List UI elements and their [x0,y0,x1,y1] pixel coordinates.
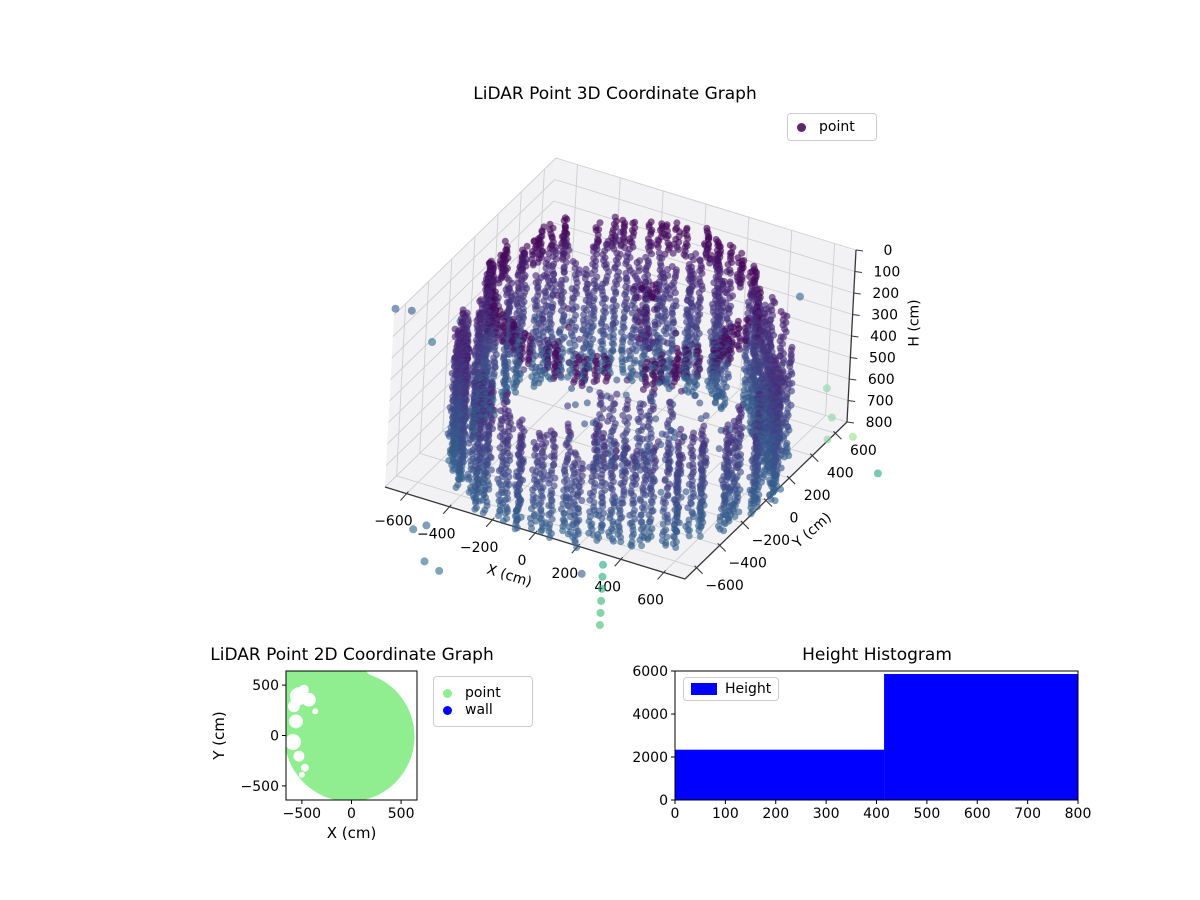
legend-wall-label: wall [465,702,493,718]
legend-item-height: Height [691,682,778,696]
plot-3d-title: LiDAR Point 3D Coordinate Graph [473,84,757,104]
svg-text:H (cm): H (cm) [907,299,923,346]
plot-2d-title: LiDAR Point 2D Coordinate Graph [210,645,494,665]
svg-text:400: 400 [827,466,854,482]
svg-text:100: 100 [712,806,739,822]
svg-text:400: 400 [863,806,890,822]
svg-text:200: 200 [804,488,831,504]
svg-text:Y (cm): Y (cm) [210,711,228,761]
svg-text:−600: −600 [705,578,743,594]
svg-text:800: 800 [866,415,893,431]
plot-histogram: 0 100 200 300 400 500 600 700 800 0 2000 4000 6000 [632,664,1091,822]
svg-text:500: 500 [869,351,896,367]
svg-text:500: 500 [914,806,941,822]
svg-text:600: 600 [850,443,877,459]
svg-text:0: 0 [347,806,356,822]
plot-3d-scatter: −600−400−2000200400600−600−400−200020040… [374,157,923,629]
legend-item-point: point [443,686,532,700]
svg-text:−400: −400 [728,555,766,571]
svg-text:100: 100 [874,265,901,281]
svg-text:0: 0 [270,729,279,745]
svg-text:400: 400 [870,329,897,345]
plot-3d-legend: point [787,113,877,141]
histogram-title: Height Histogram [802,645,952,665]
svg-text:−500: −500 [241,779,279,795]
legend-point-label: point [819,119,855,135]
legend-point-label: point [465,685,501,701]
svg-text:0: 0 [671,806,680,822]
svg-text:200: 200 [872,286,899,302]
svg-text:200: 200 [551,566,578,582]
svg-text:−200: −200 [752,533,790,549]
svg-text:300: 300 [813,806,840,822]
legend-item-point: point [797,120,876,134]
svg-text:4000: 4000 [632,707,668,723]
wall-marker-icon [443,705,452,715]
point-marker-icon [797,122,806,132]
svg-text:600: 600 [637,592,664,608]
svg-text:200: 200 [762,806,789,822]
svg-text:700: 700 [867,394,894,410]
svg-text:X (cm): X (cm) [327,824,377,842]
svg-text:0: 0 [790,511,799,527]
svg-text:800: 800 [1065,806,1092,822]
legend-item-wall: wall [443,703,532,717]
svg-text:500: 500 [388,806,415,822]
svg-text:−400: −400 [417,527,455,543]
svg-text:2000: 2000 [632,750,668,766]
point-marker-icon [443,688,452,698]
svg-text:600: 600 [964,806,991,822]
svg-text:300: 300 [871,308,898,324]
plot-2d-scatter: −500 0 500 −500 0 500 X (cm) Y (cm) [210,670,418,842]
height-patch-icon [691,683,717,695]
histogram-legend: Height [683,677,779,701]
svg-text:−500: −500 [283,806,321,822]
svg-text:0: 0 [518,553,527,569]
svg-text:700: 700 [1014,806,1041,822]
svg-text:500: 500 [252,678,279,694]
svg-text:0: 0 [659,793,668,809]
legend-height-label: Height [725,681,772,697]
svg-text:600: 600 [868,372,895,388]
svg-text:6000: 6000 [632,664,668,680]
svg-text:0: 0 [884,243,893,259]
svg-text:−200: −200 [460,540,498,556]
plot-2d-legend: point wall [433,676,533,727]
svg-text:−600: −600 [374,514,412,530]
